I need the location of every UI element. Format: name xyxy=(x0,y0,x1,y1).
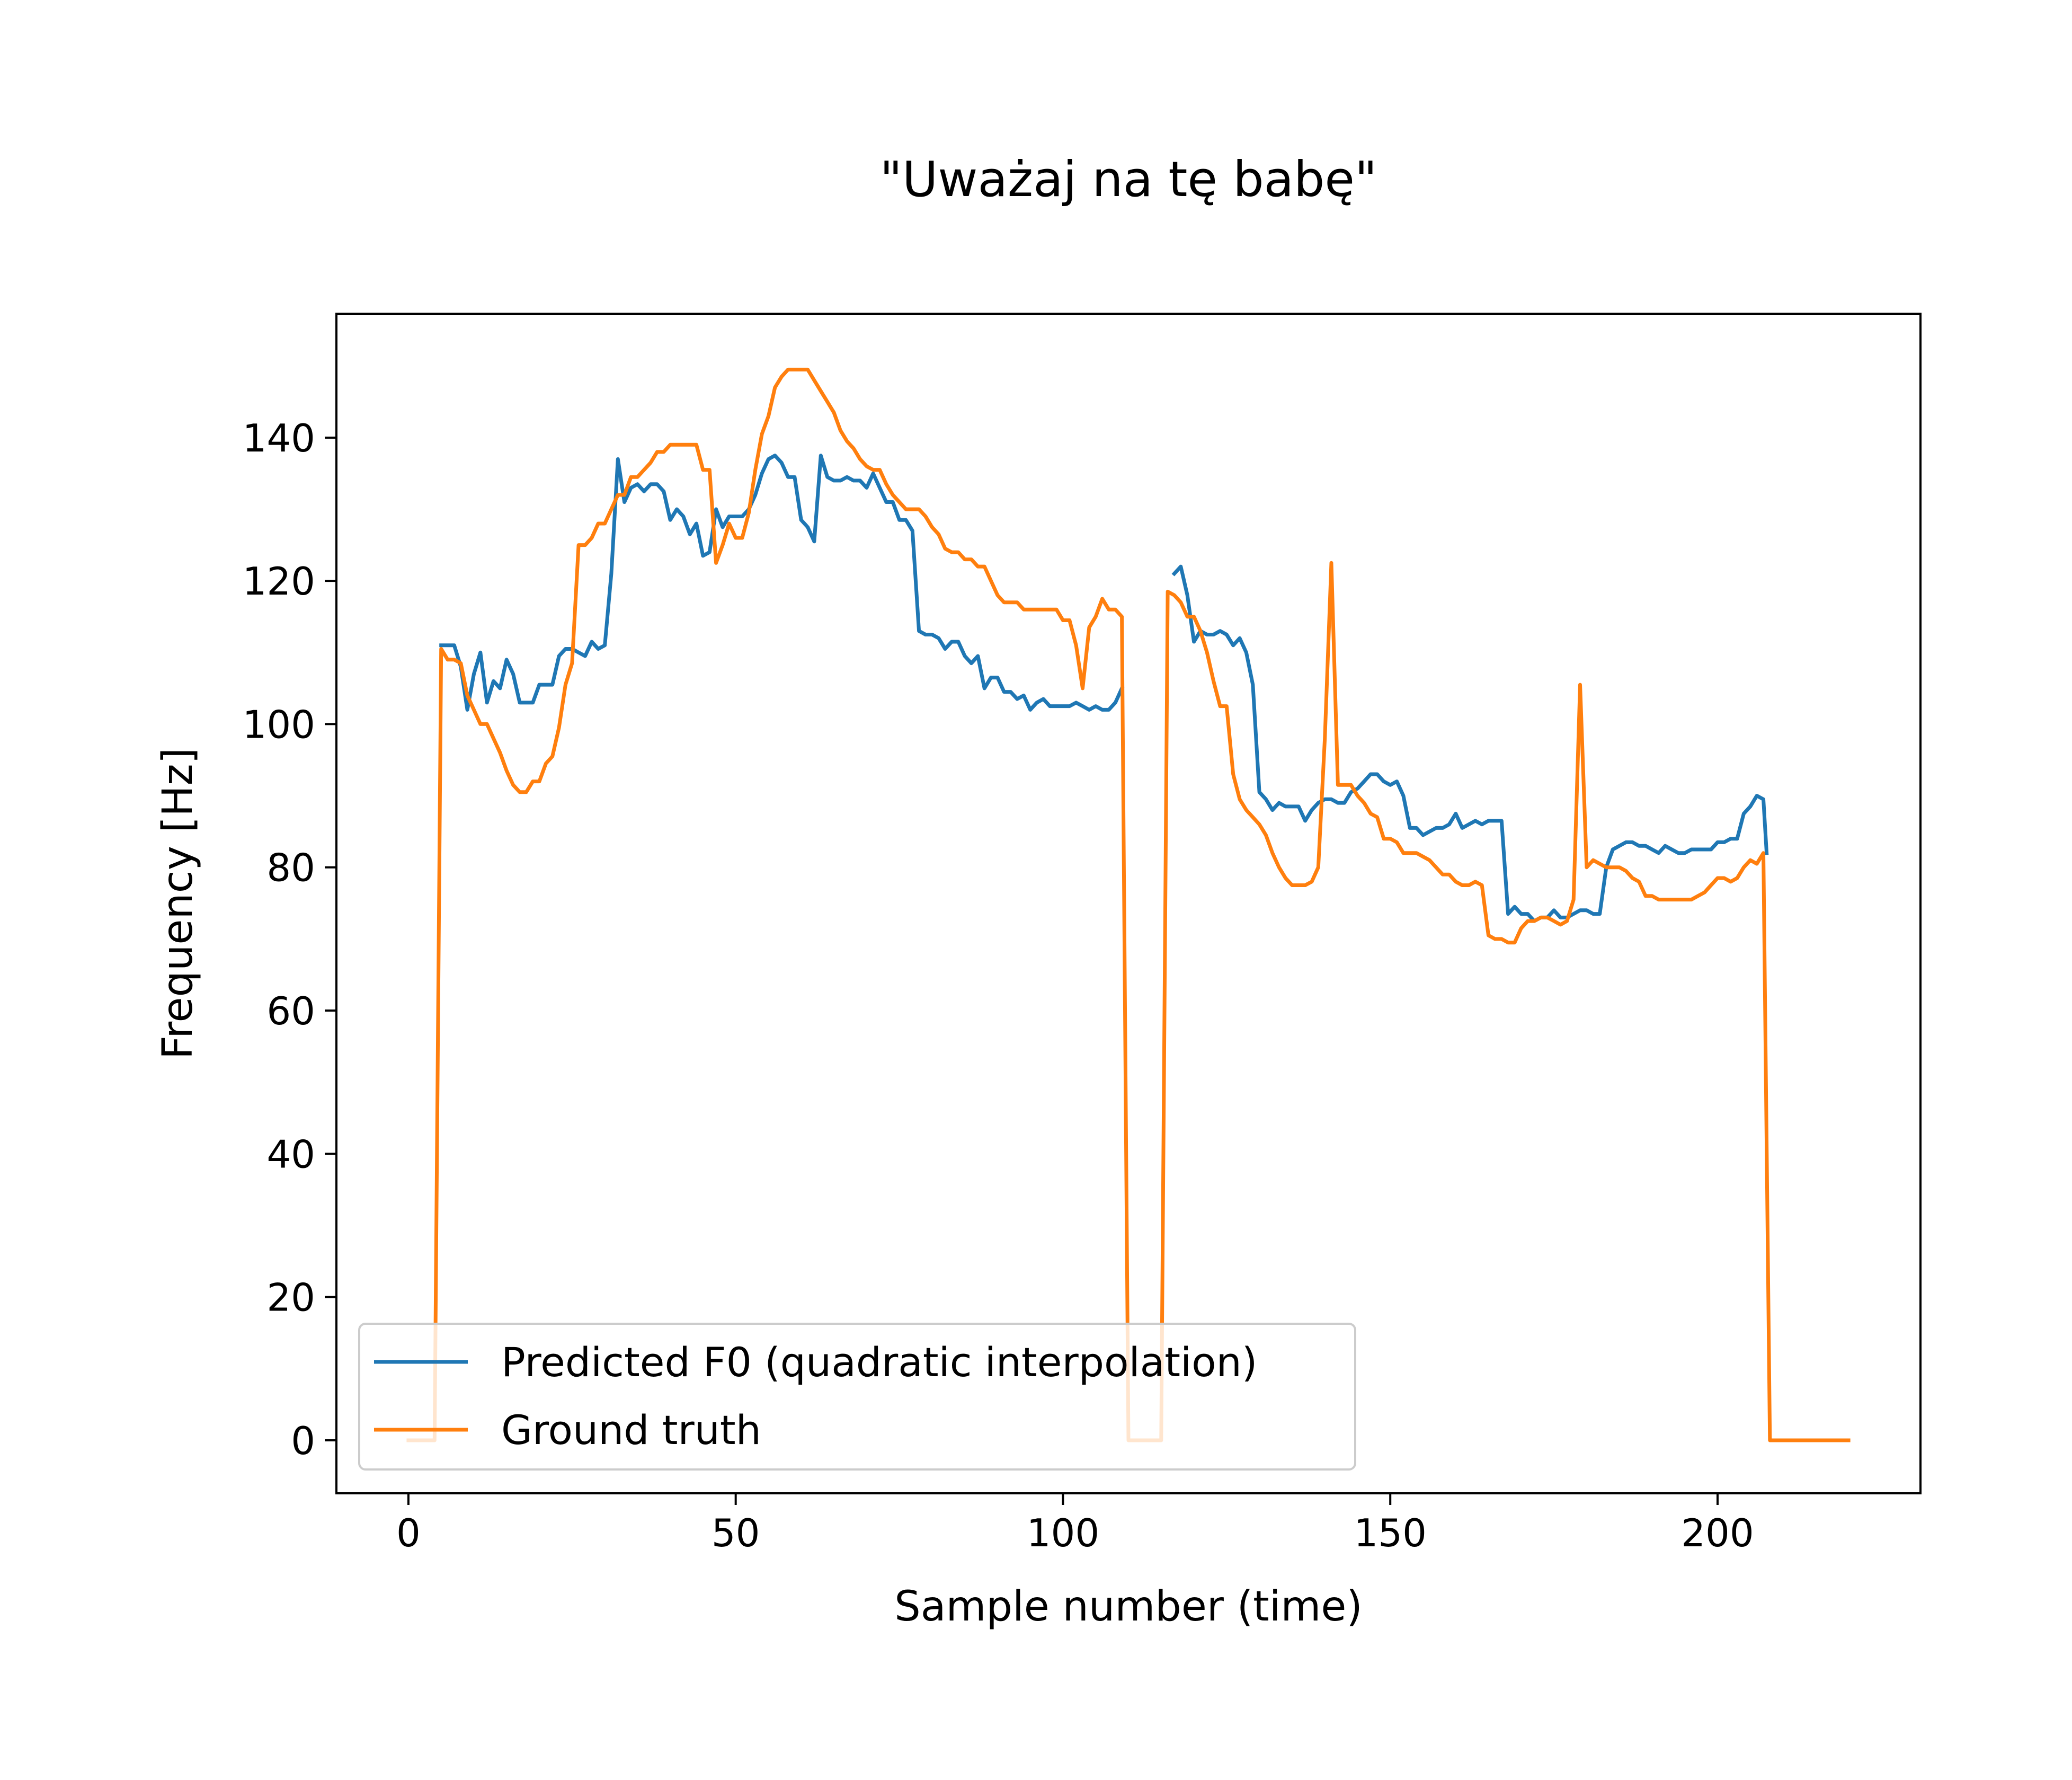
series-2-segment-1 xyxy=(406,367,1851,1442)
x-tick-label: 50 xyxy=(712,1511,760,1555)
y-tick-label: 0 xyxy=(291,1419,315,1463)
y-axis-label: Frequency [Hz] xyxy=(154,748,202,1059)
series-1-line xyxy=(439,454,1769,923)
y-tick-label: 120 xyxy=(243,559,315,604)
x-axis-label: Sample number (time) xyxy=(894,1583,1363,1631)
legend-entry-1: Predicted F0 (quadratic interpolation) xyxy=(501,1339,1257,1386)
legend: Predicted F0 (quadratic interpolation) Gr… xyxy=(358,1323,1356,1471)
x-tick-label: 200 xyxy=(1681,1511,1754,1555)
legend-box xyxy=(358,1323,1356,1471)
plot-frame xyxy=(335,313,1922,1494)
y-tick-label: 140 xyxy=(243,416,315,461)
series-1-segment-2 xyxy=(1171,564,1769,923)
chart-title: "Uważaj na tę babę" xyxy=(880,151,1377,208)
y-tick-label: 60 xyxy=(266,989,315,1033)
x-tick-label: 0 xyxy=(396,1511,421,1555)
series-1-segment-1 xyxy=(439,454,1125,712)
series-layer xyxy=(406,367,1851,1442)
x-tick-label: 150 xyxy=(1354,1511,1426,1555)
x-axis-ticks: 0 50 100 150 200 xyxy=(396,1493,1754,1555)
legend-entry-2: Ground truth xyxy=(501,1406,761,1454)
y-tick-label: 100 xyxy=(243,702,315,747)
y-tick-label: 20 xyxy=(266,1276,315,1320)
x-tick-label: 100 xyxy=(1027,1511,1099,1555)
y-tick-label: 40 xyxy=(266,1132,315,1176)
y-axis-ticks: 0 20 40 60 80 100 120 140 xyxy=(243,416,336,1463)
y-tick-label: 80 xyxy=(266,846,315,890)
series-2-line xyxy=(406,367,1851,1442)
